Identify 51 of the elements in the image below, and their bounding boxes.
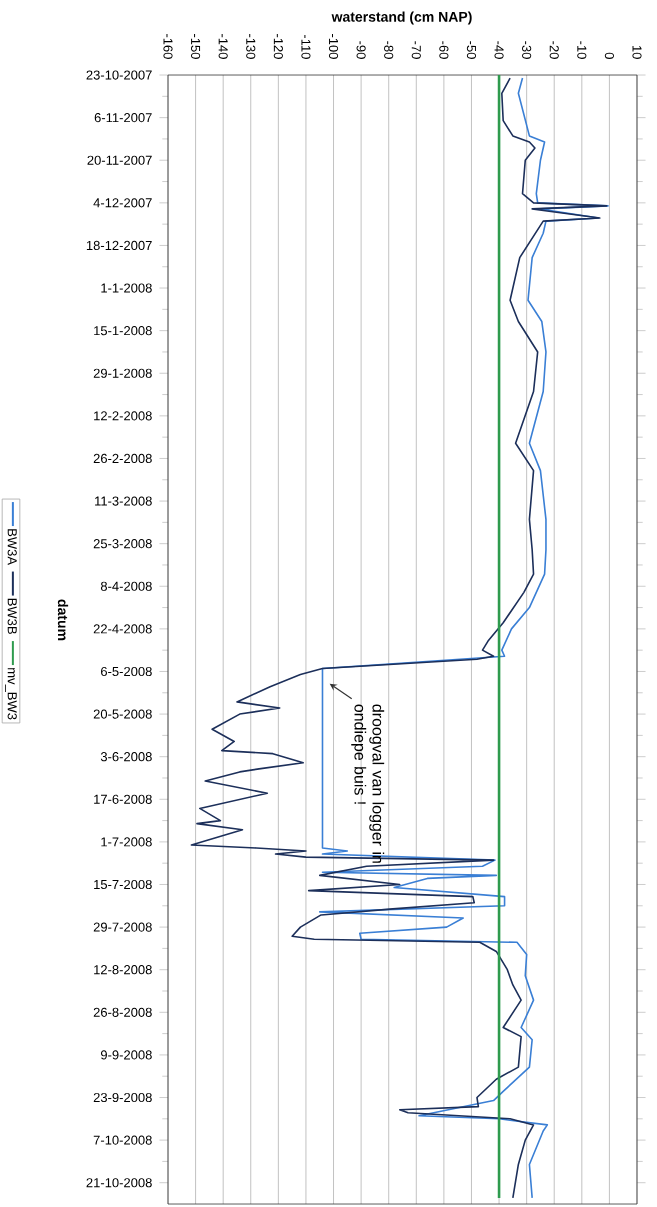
y-tick-label: 11-3-2008 <box>95 496 152 506</box>
x-tick-label: -50 <box>466 41 477 59</box>
x-tick-label: -90 <box>356 41 366 59</box>
y-tick-label: 17-6-2008 <box>94 794 152 804</box>
x-tick-label: -130 <box>246 33 256 59</box>
y-tick-label: 21-10-2008 <box>86 1178 152 1188</box>
y-tick-label: 1-7-2008 <box>101 837 152 847</box>
x-tick-label: -30 <box>522 41 532 59</box>
y-tick-label: 4-12-2007 <box>93 198 152 208</box>
x-tick-label: -80 <box>384 41 394 59</box>
y-tick-label: 20-11-2007 <box>87 155 152 165</box>
x-axis-title: waterstand (cm NAP) <box>331 11 472 25</box>
y-tick-label: 1-1-2008 <box>101 283 152 293</box>
x-tick-label: -100 <box>328 33 339 59</box>
y-tick-label: 26-2-2008 <box>93 453 152 464</box>
y-tick-label: 6-11-2007 <box>94 113 152 123</box>
y-tick-label: 15-1-2008 <box>94 326 152 336</box>
x-tick-label: -60 <box>439 41 449 59</box>
legend-label: BW3A <box>7 529 17 566</box>
legend-label: BW3B <box>7 598 17 634</box>
x-tick-label: 10 <box>632 45 642 59</box>
x-tick-label: 0 <box>604 52 614 59</box>
x-tick-label: -10 <box>577 41 587 59</box>
y-tick-label: 26-8-2008 <box>93 1007 152 1017</box>
y-tick-label: 3-6-2008 <box>100 752 152 762</box>
y-tick-label: 22-4-2008 <box>93 624 152 634</box>
x-tick-label: -40 <box>494 41 504 59</box>
y-tick-label: 9-9-2008 <box>100 1050 152 1060</box>
y-tick-label: 12-8-2008 <box>94 965 152 975</box>
x-tick-label: -20 <box>549 41 559 59</box>
y-tick-label: 23-10-2007 <box>86 70 152 80</box>
x-tick-label: -70 <box>411 41 421 59</box>
y-tick-label: 23-9-2008 <box>93 1092 152 1103</box>
y-tick-label: 12-2-2008 <box>94 411 152 421</box>
y-tick-label: 8-4-2008 <box>100 581 152 591</box>
legend-label: mv_BW3 <box>5 668 17 720</box>
y-tick-label: 20-5-2008 <box>93 709 152 719</box>
y-tick-label: 29-7-2008 <box>93 922 152 932</box>
y-tick-label: 15-7-2008 <box>94 879 152 890</box>
x-tick-label: -150 <box>190 33 201 59</box>
y-tick-label: 29-1-2008 <box>93 368 152 378</box>
y-tick-label: 6-5-2008 <box>101 666 152 677</box>
x-tick-label: -140 <box>218 33 228 59</box>
y-axis-title: datum <box>57 599 69 641</box>
y-tick-label: 18-12-2007 <box>86 240 152 251</box>
y-tick-label: 7-10-2008 <box>93 1135 152 1145</box>
x-tick-label: -120 <box>273 33 283 59</box>
annotation: droogval van logger in ondiepe buis ! <box>351 704 385 863</box>
x-tick-label: -160 <box>163 33 173 59</box>
x-tick-label: -110 <box>301 34 311 59</box>
y-tick-label: 25-3-2008 <box>93 539 152 549</box>
